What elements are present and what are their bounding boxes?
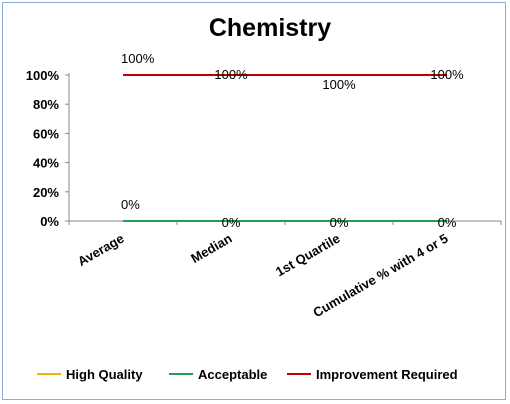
category-label: Median: [188, 231, 234, 266]
legend-label: Acceptable: [198, 367, 267, 382]
category-label: Average: [75, 231, 127, 269]
chart: Chemistry 0% 20% 40% 60% 80% 100% 0% 0% 0% 0% 100…: [26, 14, 502, 382]
data-label: 100%: [430, 67, 464, 82]
y-tick-label: 80%: [33, 97, 59, 112]
y-tick-label: 40%: [33, 156, 59, 171]
y-tick-label: 60%: [33, 126, 59, 141]
data-label: 100%: [121, 51, 155, 66]
data-label: 0%: [121, 197, 140, 212]
category-label: 1st Quartile: [273, 231, 342, 280]
legend: High Quality Acceptable Improvement Requir…: [37, 367, 458, 382]
series-lines: [123, 74, 447, 222]
data-label: 100%: [214, 67, 248, 82]
y-tick-label: 0%: [40, 214, 59, 229]
data-label: 0%: [438, 215, 457, 230]
data-label: 0%: [330, 215, 349, 230]
y-tick-labels: 0% 20% 40% 60% 80% 100%: [26, 68, 60, 229]
y-tick-label: 20%: [33, 185, 59, 200]
legend-label: High Quality: [66, 367, 143, 382]
y-tick-label: 100%: [26, 68, 60, 83]
data-labels: 0% 0% 0% 0% 100% 100% 100% 100%: [121, 51, 464, 230]
data-label: 100%: [322, 77, 356, 92]
chart-frame: Chemistry 0% 20% 40% 60% 80% 100% 0% 0% 0% 0% 100…: [2, 2, 506, 400]
data-label: 0%: [222, 215, 241, 230]
chart-title: Chemistry: [209, 14, 331, 42]
legend-label: Improvement Required: [316, 367, 458, 382]
